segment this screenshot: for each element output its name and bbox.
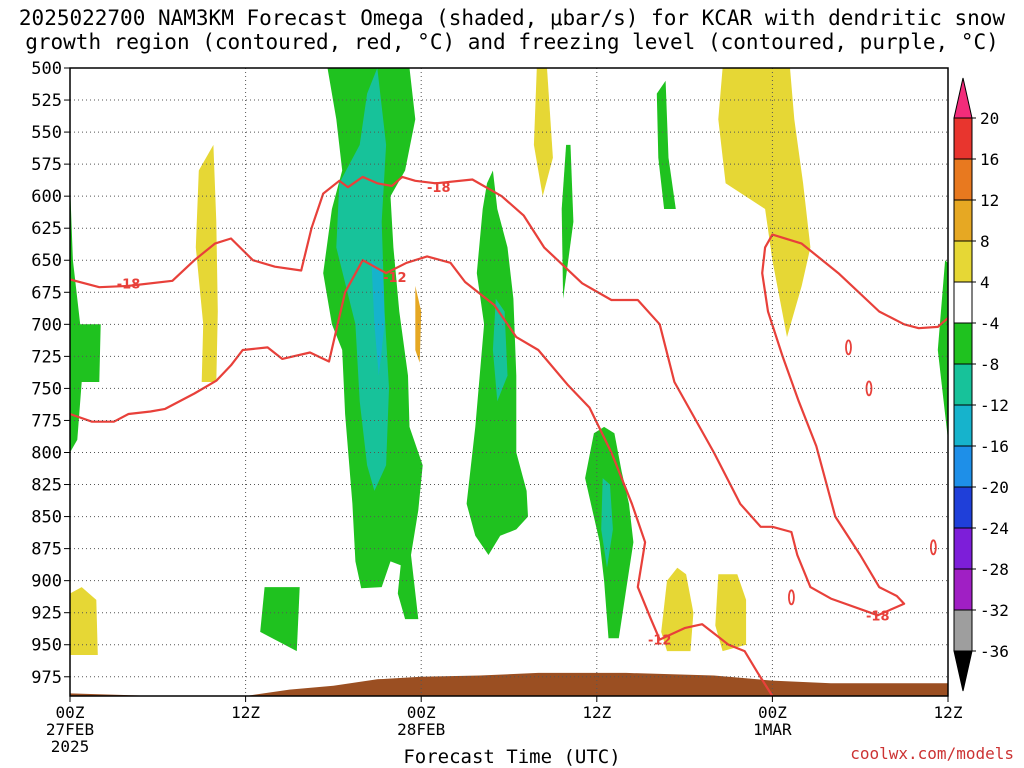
colorbar-segment: [953, 199, 973, 242]
omega-core-3: [601, 478, 613, 568]
colorbar-segment: [953, 281, 973, 324]
y-tick-label: 675: [31, 283, 62, 303]
y-tick-label: 600: [31, 187, 62, 207]
x-tick-label: 12Z: [582, 703, 611, 722]
x-tick-date: 28FEB: [397, 720, 445, 739]
colorbar-segment: [953, 363, 973, 406]
y-tick-label: 950: [31, 636, 62, 656]
omega-region-13: [70, 183, 101, 453]
y-tick-label: 900: [31, 572, 62, 592]
y-tick-label: 525: [31, 91, 62, 111]
contour-label: -12: [648, 634, 672, 649]
y-tick-label: 825: [31, 476, 62, 496]
omega-region-5: [70, 587, 98, 655]
colorbar-label: 4: [980, 273, 990, 292]
x-tick-label: 00Z: [758, 703, 787, 722]
omega-core-1: [371, 260, 385, 376]
colorbar-label: -28: [980, 560, 1009, 579]
dgz-small-contour-3: [788, 589, 795, 606]
dgz-contour-0: [70, 175, 948, 617]
colorbar-label: -36: [980, 642, 1009, 661]
x-tick-year: 2025: [51, 737, 90, 756]
colorbar-label: -16: [980, 437, 1009, 456]
y-tick-label: 500: [31, 59, 62, 79]
omega-region-6: [661, 567, 694, 652]
x-axis-title: Forecast Time (UTC): [403, 746, 621, 768]
terrain: [70, 672, 948, 696]
dgz-contours: [70, 175, 948, 696]
y-tick-label: 775: [31, 411, 62, 431]
y-axis: 500 525 550 575 600 625 650 675 700 725 750 775 800 8…: [31, 59, 70, 688]
colorbar-label: -32: [980, 601, 1009, 620]
y-tick-label: 550: [31, 123, 62, 143]
x-tick-label: 00Z: [56, 703, 85, 722]
colorbar-segment: [953, 445, 973, 488]
colorbar-segment: [953, 322, 973, 365]
y-tick-label: 650: [31, 251, 62, 271]
omega-region-4: [195, 144, 218, 382]
omega-core-0: [336, 68, 389, 491]
y-tick-label: 700: [31, 315, 62, 335]
colorbar-segment: [953, 404, 973, 447]
contour-label: -18: [427, 181, 451, 196]
colorbar-bottom-arrow: [953, 650, 973, 692]
colorbar-segment: [953, 158, 973, 201]
contour-labels: -18 -18 -12 -12 -18: [117, 181, 890, 649]
y-tick-label: 800: [31, 443, 62, 463]
y-tick-label: 725: [31, 347, 62, 367]
y-tick-label: 875: [31, 540, 62, 560]
omega-shading: [70, 68, 948, 696]
colorbar-label: -8: [980, 355, 999, 374]
colorbar-top-arrow: [953, 77, 973, 119]
colorbar-segment: [953, 527, 973, 570]
x-tick-label: 12Z: [231, 703, 260, 722]
dgz-contour-1: [70, 255, 774, 696]
colorbar-label: 12: [980, 191, 999, 210]
contour-label: -18: [117, 277, 141, 292]
omega-region-9: [561, 144, 574, 299]
omega-region-11: [937, 260, 948, 440]
omega-region-10: [656, 80, 676, 209]
colorbar-label: -24: [980, 519, 1009, 538]
colorbar-segment: [953, 568, 973, 611]
x-tick-date: 1MAR: [753, 720, 792, 739]
contour-label: -12: [383, 271, 407, 286]
omega-region-12: [260, 587, 300, 652]
chart-title-line-2: growth region (contoured, red, °C) and f…: [25, 30, 999, 54]
contour-label: -18: [866, 609, 890, 624]
omega-core-2: [492, 298, 508, 402]
colorbar-label: 8: [980, 232, 990, 251]
colorbar-segment: [953, 609, 973, 652]
y-tick-label: 750: [31, 379, 62, 399]
omega-region-3: [718, 68, 811, 338]
x-tick-label: 00Z: [407, 703, 436, 722]
y-tick-label: 850: [31, 508, 62, 528]
plot-frame: [69, 67, 949, 697]
y-tick-label: 625: [31, 219, 62, 239]
x-tick-label: 12Z: [934, 703, 963, 722]
colorbar: 20 16 12 8 4 -4 -8 -12 -16 -20 -24 -28 -32 -36: [953, 77, 1009, 692]
y-tick-label: 925: [31, 604, 62, 624]
chart-title-line-1: 2025022700 NAM3KM Forecast Omega (shaded…: [18, 6, 1006, 30]
colorbar-segment: [953, 486, 973, 529]
colorbar-segment: [953, 117, 973, 160]
y-tick-label: 575: [31, 155, 62, 175]
colorbar-label: 20: [980, 109, 999, 128]
dgz-small-contour-2: [929, 539, 937, 556]
colorbar-label: -20: [980, 478, 1009, 497]
colorbar-label: -12: [980, 396, 1009, 415]
colorbar-segment: [953, 240, 973, 283]
x-tick-date: 27FEB: [46, 720, 94, 739]
colorbar-label: 16: [980, 150, 999, 169]
colorbar-label: -4: [980, 314, 999, 333]
dgz-small-contour-0: [845, 339, 852, 356]
y-tick-label: 975: [31, 668, 62, 688]
credit-text: coolwx.com/models: [850, 744, 1014, 763]
